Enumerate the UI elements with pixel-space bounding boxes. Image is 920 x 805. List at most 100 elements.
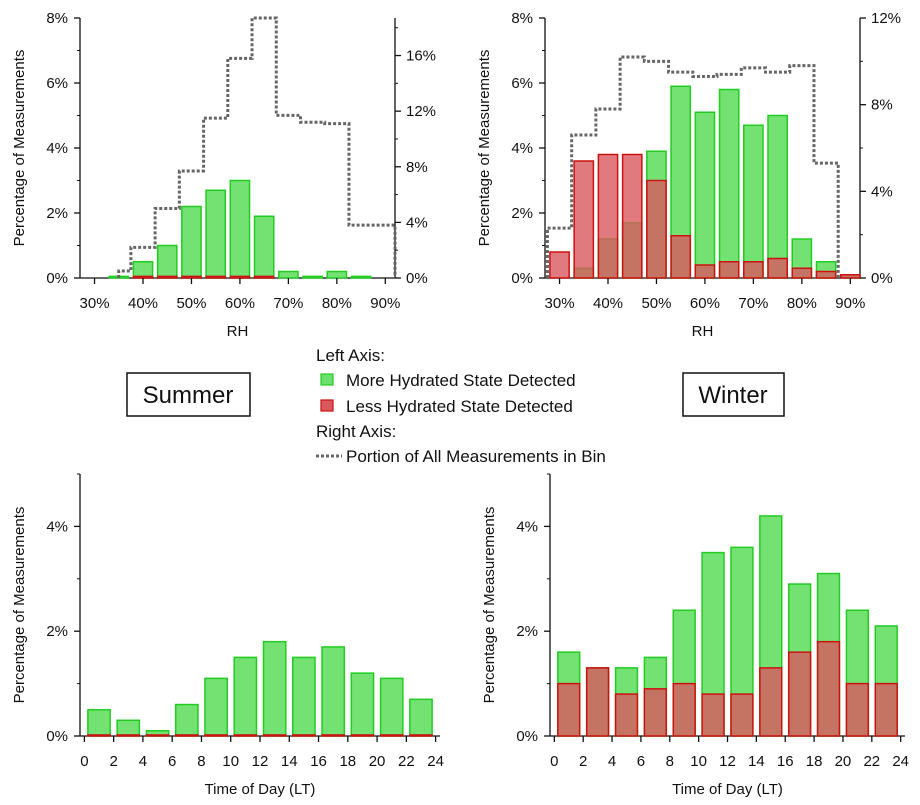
x-tick-label: 80% bbox=[322, 295, 352, 312]
x-tick-label: 70% bbox=[738, 295, 768, 312]
y2-tick-label: 4% bbox=[406, 214, 428, 231]
x-tick-label: 14 bbox=[281, 753, 298, 770]
bar-less-hydrated bbox=[132, 275, 154, 279]
bar-less-hydrated bbox=[718, 261, 740, 279]
x-tick-label: 0 bbox=[80, 753, 88, 770]
bar-less-hydrated bbox=[759, 667, 783, 737]
x-tick-label: 12 bbox=[252, 753, 269, 770]
bar-less-hydrated bbox=[379, 734, 404, 737]
x-tick-label: 2 bbox=[579, 753, 587, 770]
bar-less-hydrated bbox=[597, 153, 619, 279]
x-tick-label: 20 bbox=[835, 753, 852, 770]
x-tick-label: 8 bbox=[666, 753, 674, 770]
bar-less-hydrated bbox=[670, 235, 692, 279]
bar-less-hydrated bbox=[767, 257, 788, 279]
x-axis-label: Time of Day (LT) bbox=[205, 781, 316, 798]
bar-less-hydrated bbox=[174, 734, 199, 737]
y-tick-label: 4% bbox=[516, 518, 538, 535]
x-tick-label: 16 bbox=[777, 753, 794, 770]
bar-less-hydrated bbox=[646, 179, 667, 279]
legend-more-hydrated-label: More Hydrated State Detected bbox=[346, 371, 576, 390]
bar-less-hydrated bbox=[816, 640, 841, 737]
season-summer-label: Summer bbox=[143, 382, 234, 409]
step-line-portion bbox=[117, 16, 397, 278]
step-line-portion bbox=[545, 55, 840, 278]
bar-more-hydrated bbox=[321, 646, 346, 737]
bar-less-hydrated bbox=[233, 734, 258, 737]
y-tick-label: 6% bbox=[46, 75, 68, 92]
bar-less-hydrated bbox=[743, 261, 764, 279]
y2-tick-label: 12% bbox=[871, 10, 901, 27]
x-tick-label: 4 bbox=[139, 753, 147, 770]
season-winter: Winter bbox=[682, 372, 785, 417]
legend: Left Axis: More Hydrated State Detected … bbox=[316, 346, 606, 466]
y-tick-label: 2% bbox=[46, 623, 68, 640]
bar-more-hydrated bbox=[204, 677, 228, 737]
x-tick-label: 40% bbox=[128, 295, 158, 312]
legend-less-hydrated-label: Less Hydrated State Detected bbox=[346, 397, 573, 416]
y2-tick-label: 8% bbox=[406, 159, 428, 176]
bar-less-hydrated bbox=[815, 270, 837, 279]
y2-tick-label: 0% bbox=[406, 270, 428, 287]
chart-summer-time: 0 2 4 6 8 10 12 14 16 18 20 22 240%2%4%Time of Day (… bbox=[11, 473, 444, 798]
bar-less-hydrated bbox=[549, 251, 570, 279]
bar-less-hydrated bbox=[643, 688, 668, 737]
bar-more-hydrated bbox=[379, 677, 404, 737]
y2-tick-label: 12% bbox=[406, 103, 436, 120]
bar-more-hydrated bbox=[233, 656, 258, 737]
x-tick-label: 24 bbox=[427, 753, 444, 770]
bar-less-hydrated bbox=[116, 734, 141, 737]
x-tick-label: 22 bbox=[863, 753, 880, 770]
x-tick-label: 40% bbox=[593, 295, 623, 312]
bar-more-hydrated bbox=[409, 698, 433, 737]
x-tick-label: 90% bbox=[835, 295, 865, 312]
bar-more-hydrated bbox=[718, 88, 740, 279]
bar-less-hydrated bbox=[409, 734, 433, 737]
bar-less-hydrated bbox=[229, 275, 251, 279]
bar-more-hydrated bbox=[205, 189, 227, 279]
chart-winter-time: 0 2 4 6 8 10 12 14 16 18 20 22 240%2%4%Time of Day (… bbox=[481, 473, 909, 798]
x-tick-label: 30% bbox=[80, 295, 110, 312]
x-tick-label: 60% bbox=[690, 295, 720, 312]
y-tick-label: 2% bbox=[516, 623, 538, 640]
x-tick-label: 70% bbox=[273, 295, 303, 312]
x-tick-label: 18 bbox=[806, 753, 823, 770]
x-tick-label: 18 bbox=[339, 753, 356, 770]
x-axis-label: RH bbox=[227, 323, 249, 340]
y-tick-label: 6% bbox=[511, 75, 533, 92]
legend-left-axis-heading: Left Axis: bbox=[316, 346, 385, 365]
y-axis-label: Percentage of Measurements bbox=[476, 50, 493, 247]
legend-portion-label: Portion of All Measurements in Bin bbox=[346, 447, 606, 466]
y-tick-label: 4% bbox=[511, 140, 533, 157]
bar-more-hydrated bbox=[326, 270, 348, 279]
bar-more-hydrated bbox=[350, 672, 375, 737]
bar-more-hydrated bbox=[302, 275, 323, 279]
y2-tick-label: 4% bbox=[871, 183, 893, 200]
y-tick-label: 0% bbox=[511, 270, 533, 287]
bar-less-hydrated bbox=[845, 682, 870, 737]
x-tick-label: 6 bbox=[168, 753, 176, 770]
x-tick-label: 30% bbox=[545, 295, 575, 312]
x-tick-label: 8 bbox=[197, 753, 205, 770]
legend-swatch-more-hydrated bbox=[320, 373, 334, 386]
y-tick-label: 2% bbox=[511, 205, 533, 222]
bar-less-hydrated bbox=[791, 267, 813, 279]
bar-more-hydrated bbox=[174, 703, 199, 737]
y-tick-label: 0% bbox=[46, 270, 68, 287]
bar-more-hydrated bbox=[694, 111, 716, 279]
bar-less-hydrated bbox=[701, 693, 725, 737]
bar-less-hydrated bbox=[614, 693, 639, 737]
y2-tick-label: 16% bbox=[406, 48, 436, 65]
bar-more-hydrated bbox=[767, 114, 788, 279]
bar-less-hydrated bbox=[204, 734, 228, 737]
y2-tick-label: 8% bbox=[871, 97, 893, 114]
bar-more-hydrated bbox=[253, 215, 275, 279]
bar-less-hydrated bbox=[557, 682, 581, 737]
bar-more-hydrated bbox=[132, 261, 154, 279]
legend-swatch-less-hydrated bbox=[320, 399, 334, 412]
x-tick-label: 4 bbox=[608, 753, 616, 770]
bar-more-hydrated bbox=[278, 270, 299, 279]
bar-more-hydrated bbox=[181, 205, 202, 279]
chart-summer-rh: 30% 40% 50% 60% 70% 80% 90% 0% 2% 4% 6% 8% 0% 4% 8% 12%… bbox=[11, 10, 436, 340]
season-winter-label: Winter bbox=[698, 382, 767, 409]
